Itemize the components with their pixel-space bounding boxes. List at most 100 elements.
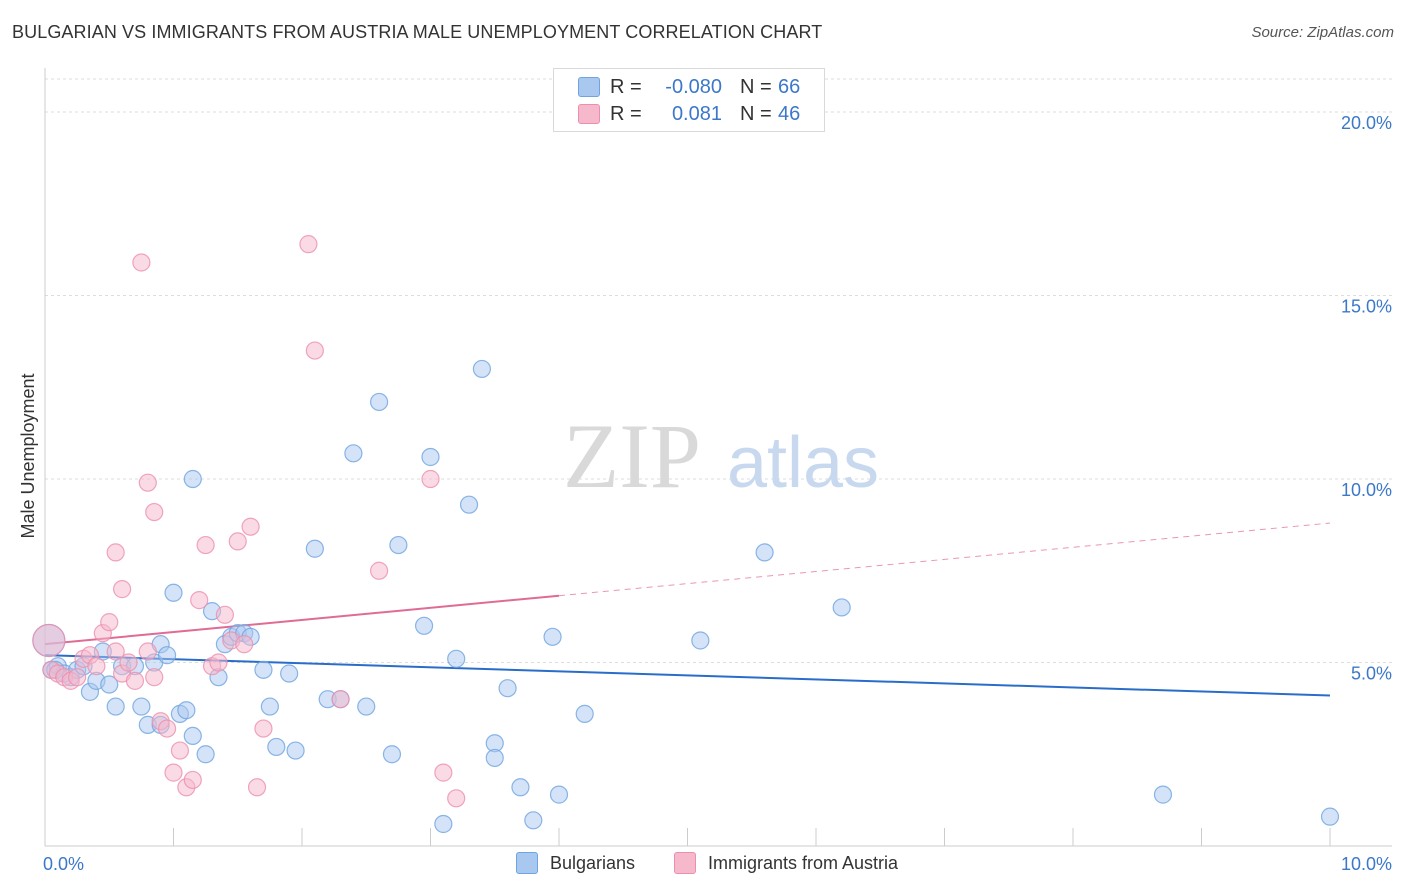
x-tick-label: 10.0% [1341, 854, 1392, 874]
point-austria [125, 671, 145, 690]
point-bulgarians [260, 697, 279, 716]
point-austria [196, 535, 215, 555]
point-austria [112, 580, 132, 599]
point-austria [138, 642, 157, 661]
point-austria [170, 741, 190, 760]
point-bulgarians [524, 811, 543, 830]
legend-row-austria: R = 0.081 N = 46 [578, 102, 800, 126]
y-tick-label: 15.0% [1341, 297, 1392, 317]
point-austria [132, 253, 151, 272]
point-austria [209, 653, 228, 672]
point-austria [215, 605, 234, 624]
point-bulgarians [183, 726, 202, 746]
trend-line [44, 654, 1331, 697]
point-bulgarians [434, 814, 453, 834]
trend-line-solid [44, 594, 560, 646]
point-bulgarians [370, 392, 389, 412]
watermark-atlas: atlas [727, 423, 879, 503]
correlation-legend: R = -0.080 N = 66 R = 0.081 N = 46 [553, 68, 825, 132]
y-tick-label: 10.0% [1341, 480, 1392, 500]
grid-lines [45, 78, 1392, 664]
point-bulgarians [100, 675, 119, 694]
axes [44, 68, 1392, 847]
legend-r-value: -0.080 [665, 75, 722, 98]
point-austria [305, 341, 324, 360]
point-austria [138, 473, 157, 492]
legend-item-bulgarians[interactable]: Bulgarians [516, 852, 635, 874]
point-bulgarians [357, 697, 376, 716]
point-bulgarians [447, 649, 466, 668]
point-bulgarians [755, 543, 774, 562]
point-bulgarians [543, 627, 562, 646]
point-bulgarians [498, 679, 517, 698]
point-austria [254, 719, 273, 738]
series-legend: Bulgarians Immigrants from Austria [0, 852, 1406, 876]
watermark: ZIP atlas [563, 405, 879, 507]
point-bulgarians [1320, 807, 1340, 826]
point-austria [228, 532, 247, 551]
legend-n-label: N = [740, 102, 772, 125]
point-bulgarians [472, 359, 491, 379]
legend-swatch-austria [674, 852, 696, 874]
legend-r-label: R = [610, 75, 642, 98]
legend-item-austria[interactable]: Immigrants from Austria [674, 852, 898, 874]
point-bulgarians [106, 697, 125, 716]
legend-n-value: 66 [778, 75, 801, 98]
data-points [32, 235, 1340, 834]
point-bulgarians [485, 748, 504, 768]
legend-r-value: 0.081 [671, 102, 722, 125]
legend-swatch-pink [578, 104, 600, 124]
point-austria [87, 657, 106, 676]
legend-swatch-blue [578, 77, 600, 97]
legend-label-bulgarians: Bulgarians [550, 852, 636, 873]
point-austria [247, 778, 267, 797]
point-bulgarians [305, 539, 324, 558]
point-austria [106, 642, 125, 661]
legend-r-label: R = [610, 102, 642, 125]
x-tick-label: 0.0% [43, 854, 84, 874]
point-austria [106, 543, 125, 562]
point-austria [370, 561, 389, 580]
point-austria [235, 635, 254, 654]
point-austria [100, 613, 119, 632]
point-bulgarians [549, 785, 569, 804]
point-austria [119, 653, 138, 672]
point-austria [183, 770, 202, 790]
point-bulgarians [196, 745, 215, 764]
trend-line-dashed [558, 522, 1331, 597]
point-austria [434, 763, 453, 782]
chart-title: BULGARIAN VS IMMIGRANTS FROM AUSTRIA MAL… [12, 22, 823, 42]
y-tick-label: 20.0% [1341, 113, 1392, 133]
point-bulgarians [254, 660, 273, 679]
point-bulgarians [157, 646, 177, 665]
y-axis-label: Male Unemployment [18, 373, 38, 538]
point-austria [299, 235, 318, 254]
point-bulgarians [164, 583, 183, 602]
legend-n-label: N = [740, 75, 772, 98]
point-bulgarians [414, 616, 434, 635]
legend-row-bulgarians: R = -0.080 N = 66 [578, 75, 800, 99]
legend-swatch-bulgarians [516, 852, 538, 874]
point-bulgarians [286, 741, 305, 760]
point-austria [331, 690, 350, 709]
tick-labels: 5.0% 10.0% 15.0% 20.0% 0.0% 10.0% [43, 113, 1392, 874]
y-tick-label: 5.0% [1351, 664, 1392, 684]
source-credit: Source: ZipAtlas.com [1251, 24, 1394, 41]
point-bulgarians [344, 444, 363, 463]
point-bulgarians [575, 704, 594, 723]
point-austria [447, 789, 466, 808]
point-austria [145, 668, 164, 687]
point-bulgarians [132, 697, 151, 716]
point-austria [157, 719, 177, 738]
point-bulgarians [691, 631, 710, 650]
legend-n-value: 46 [778, 102, 801, 125]
point-bulgarians [382, 745, 402, 764]
point-bulgarians [1153, 785, 1173, 804]
point-austria [68, 668, 87, 687]
point-bulgarians [280, 664, 299, 683]
point-bulgarians [267, 737, 286, 757]
point-austria [164, 763, 183, 782]
watermark-zip: ZIP [563, 405, 701, 507]
point-bulgarians [421, 447, 440, 467]
